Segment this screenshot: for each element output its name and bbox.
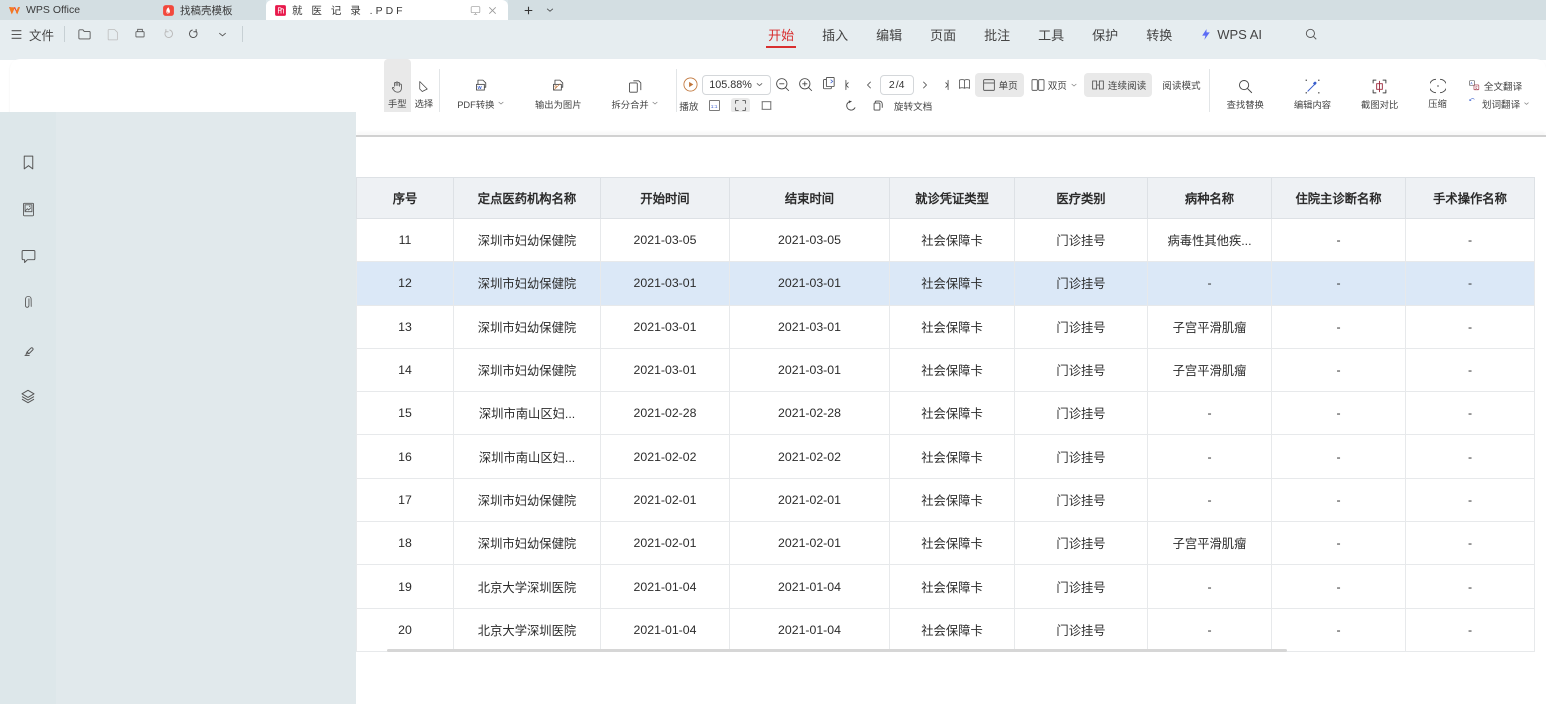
svg-text:A: A <box>1470 82 1473 86</box>
svg-text:1:1: 1:1 <box>711 104 718 110</box>
svg-text:文: 文 <box>1475 85 1479 90</box>
